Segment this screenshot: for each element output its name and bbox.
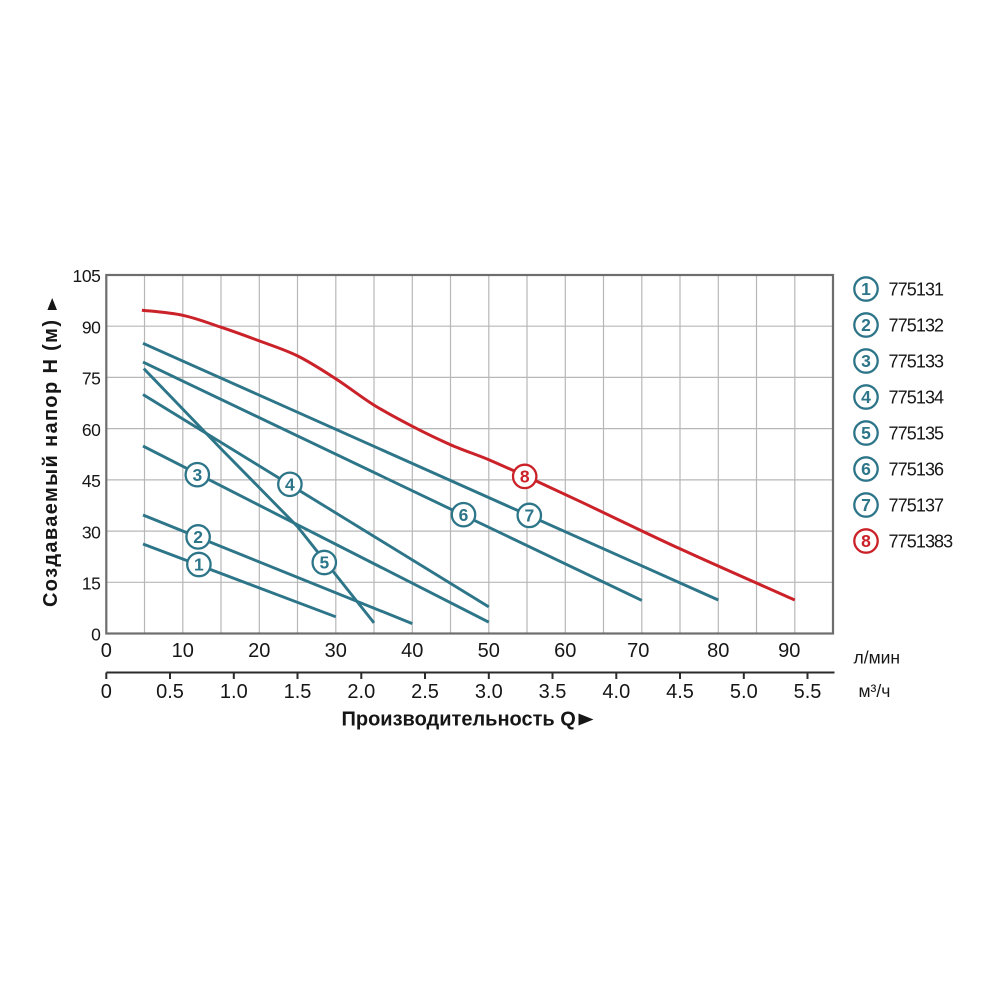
svg-text:2: 2 (193, 527, 203, 547)
svg-text:80: 80 (707, 640, 729, 662)
svg-text:1.5: 1.5 (284, 681, 312, 703)
svg-text:10: 10 (172, 640, 194, 662)
svg-text:20: 20 (248, 640, 270, 662)
svg-text:4: 4 (285, 475, 295, 495)
svg-text:м³/ч: м³/ч (859, 681, 891, 701)
svg-text:Производительность Q: Производительность Q (342, 709, 576, 731)
svg-text:4.0: 4.0 (602, 681, 630, 703)
svg-text:775136: 775136 (889, 459, 945, 479)
svg-text:2.0: 2.0 (347, 681, 375, 703)
svg-text:3.0: 3.0 (475, 681, 503, 703)
svg-text:775135: 775135 (889, 423, 945, 443)
svg-text:7: 7 (861, 495, 871, 515)
svg-text:3: 3 (192, 465, 202, 485)
svg-text:60: 60 (554, 640, 576, 662)
svg-text:775137: 775137 (889, 495, 945, 515)
svg-text:2: 2 (861, 315, 871, 335)
svg-text:30: 30 (325, 640, 347, 662)
svg-text:90: 90 (778, 640, 800, 662)
svg-text:7: 7 (524, 506, 534, 526)
svg-text:70: 70 (627, 640, 649, 662)
svg-text:3: 3 (861, 351, 871, 371)
svg-text:775133: 775133 (889, 351, 945, 371)
svg-text:0: 0 (101, 681, 112, 703)
svg-text:5.0: 5.0 (730, 681, 758, 703)
svg-text:45: 45 (82, 471, 101, 491)
svg-text:7751383: 7751383 (889, 531, 954, 551)
svg-text:4.5: 4.5 (666, 681, 694, 703)
svg-text:6: 6 (861, 459, 871, 479)
svg-text:1: 1 (194, 555, 204, 575)
svg-text:5.5: 5.5 (794, 681, 822, 703)
svg-text:4: 4 (861, 387, 871, 407)
svg-text:0: 0 (91, 625, 101, 645)
svg-text:0: 0 (101, 640, 112, 662)
svg-text:3.5: 3.5 (539, 681, 567, 703)
svg-text:Создаваемый напор H (м): Создаваемый напор H (м) (40, 319, 62, 607)
svg-text:50: 50 (478, 640, 500, 662)
svg-text:8: 8 (861, 531, 871, 551)
svg-text:90: 90 (82, 317, 101, 337)
svg-text:6: 6 (459, 505, 469, 525)
svg-text:40: 40 (401, 640, 423, 662)
svg-text:0.5: 0.5 (156, 681, 184, 703)
svg-text:15: 15 (82, 574, 101, 594)
svg-text:105: 105 (73, 266, 101, 286)
svg-text:775131: 775131 (889, 279, 945, 299)
svg-text:775132: 775132 (889, 315, 945, 335)
svg-text:775134: 775134 (889, 387, 945, 407)
svg-text:5: 5 (319, 553, 329, 573)
svg-text:8: 8 (520, 467, 530, 487)
svg-text:75: 75 (82, 369, 101, 389)
svg-text:2.5: 2.5 (411, 681, 439, 703)
svg-text:1: 1 (861, 279, 871, 299)
svg-text:л/мин: л/мин (854, 648, 901, 668)
svg-text:1.0: 1.0 (220, 681, 248, 703)
svg-text:60: 60 (82, 420, 101, 440)
svg-text:30: 30 (82, 522, 101, 542)
svg-text:5: 5 (861, 423, 871, 443)
